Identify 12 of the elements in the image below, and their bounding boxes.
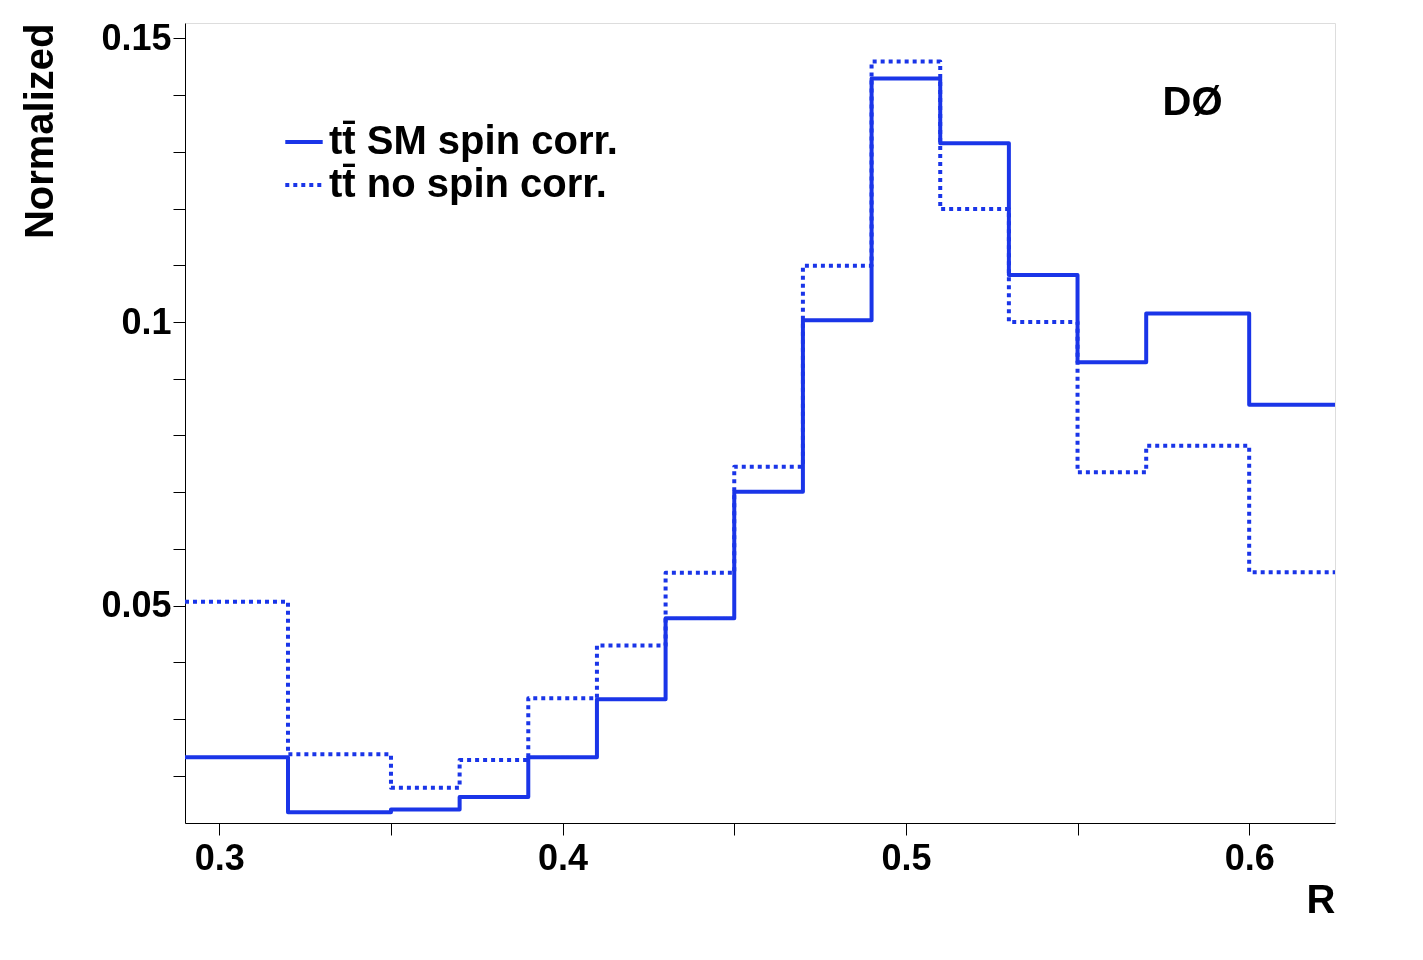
x-axis-title: R (1306, 876, 1336, 921)
y-tick-label: 0.1 (121, 300, 172, 342)
legend-label: tt̄ SM spin corr. (329, 118, 618, 162)
legend-label: tt̄ no spin corr. (329, 161, 607, 205)
y-tick-label: 0.05 (101, 584, 172, 626)
y-axis-title: Normalized (17, 23, 62, 240)
y-tick-label: 0.15 (101, 16, 172, 58)
x-tick-label: 0.4 (538, 836, 589, 878)
x-tick-label: 0.5 (881, 836, 932, 878)
x-tick-label: 0.3 (194, 836, 245, 878)
annotation: DØ (1162, 79, 1223, 123)
x-tick-label: 0.6 (1224, 836, 1275, 878)
